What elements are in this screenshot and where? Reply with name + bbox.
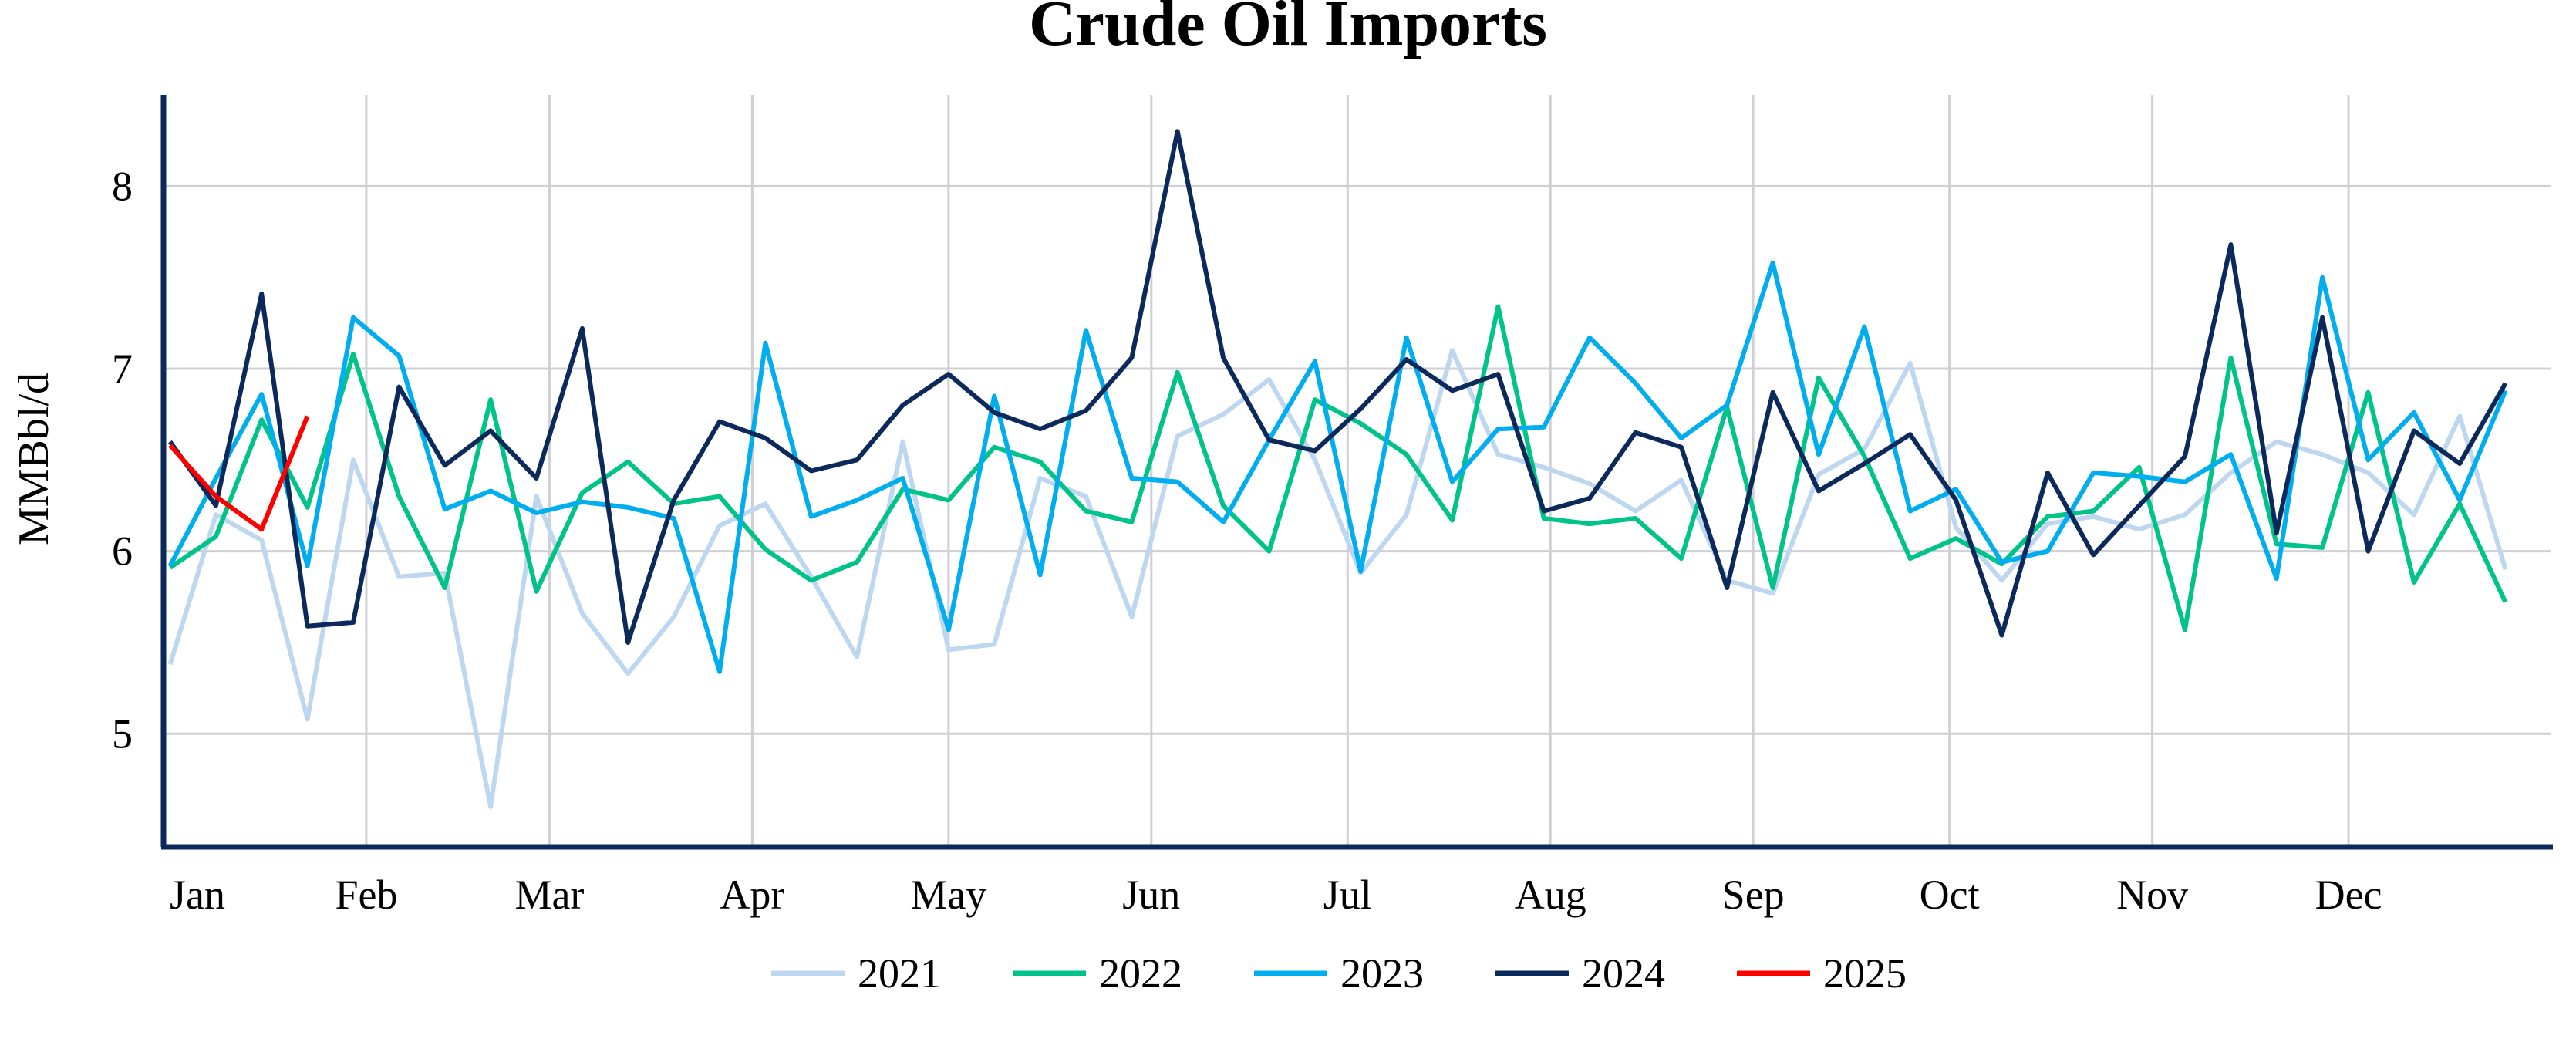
- x-tick-label: Dec: [2315, 872, 2382, 918]
- legend-label: 2025: [1823, 950, 1907, 997]
- x-tick-label: Aug: [1515, 872, 1586, 918]
- series-line-2024: [168, 129, 2508, 645]
- x-tick-label: Mar: [514, 872, 584, 918]
- y-axis-label: MMBbl/d: [10, 373, 58, 545]
- series-line-2021: [167, 348, 2508, 809]
- x-tick-label: Oct: [1920, 872, 1980, 918]
- x-tick-label: Jan: [170, 872, 225, 918]
- gridlines: [164, 95, 2551, 847]
- chart-title: Crude Oil Imports: [1029, 0, 1547, 59]
- x-tick-label: Apr: [720, 872, 784, 918]
- x-tick-labels: Jan Feb Mar Apr May Jun Jul Aug Sep Oct Nov Dec: [170, 872, 2382, 918]
- y-tick-label: 5: [112, 710, 133, 757]
- y-tick-labels: 5 6 7 8: [112, 163, 133, 757]
- y-tick-label: 7: [112, 346, 133, 392]
- legend-label: 2022: [1099, 950, 1182, 997]
- legend-label: 2021: [858, 950, 941, 997]
- series-line-2025: [168, 415, 310, 532]
- x-tick-label: Jul: [1323, 872, 1372, 918]
- y-tick-label: 8: [112, 163, 133, 209]
- series-line-2023: [167, 260, 2508, 674]
- y-tick-label: 6: [112, 528, 133, 575]
- x-tick-label: Nov: [2116, 872, 2188, 918]
- legend-label: 2024: [1582, 950, 1665, 997]
- series-lines: [167, 129, 2508, 809]
- x-tick-label: May: [910, 872, 986, 918]
- series-line-2022: [168, 304, 2508, 632]
- x-tick-label: Jun: [1122, 872, 1180, 918]
- legend: 2021 2022 2023 2024 2025: [771, 950, 1907, 997]
- x-tick-label: Sep: [1722, 872, 1785, 918]
- x-tick-label: Feb: [335, 872, 397, 918]
- legend-label: 2023: [1340, 950, 1424, 997]
